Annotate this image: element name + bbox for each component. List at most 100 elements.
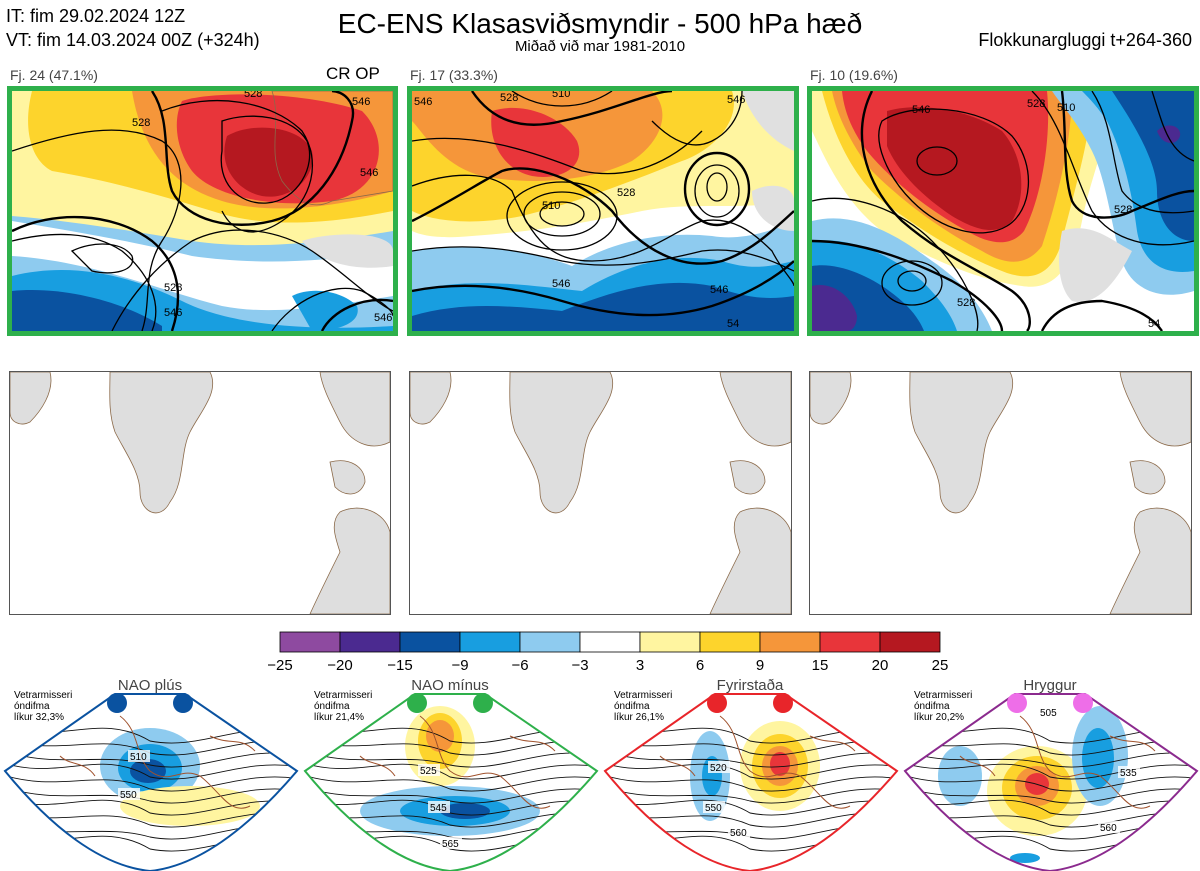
contour-label: 54 [1148, 318, 1160, 330]
regime-stats: Vetrarmisseri óndifma líkur 26,1% [614, 690, 672, 723]
cluster-1-badge: CR OP [326, 64, 380, 83]
colorbar-swatch [819, 631, 881, 653]
contour-label: 546 [360, 167, 378, 179]
contour-label: 546 [912, 104, 930, 116]
regime-stats-line: óndifma [914, 701, 950, 712]
colorbar-tick: 9 [756, 657, 764, 674]
regime-stats-line: óndifma [314, 701, 350, 712]
cluster-3-map[interactable]: 546 528 510 528 528 54 [807, 86, 1199, 336]
contour-label: 510 [1057, 102, 1075, 114]
regime-dot [1007, 693, 1027, 713]
page-subtitle: Miðað við mar 1981-2010 [514, 38, 686, 55]
colorbar-tick: 6 [696, 657, 704, 674]
regime-contour-label: 505 [1040, 708, 1057, 719]
contour-label: 528 [500, 92, 518, 104]
colorbar-tick: −20 [327, 657, 352, 674]
colorbar-swatch [459, 631, 521, 653]
contour-label: 528 [1114, 204, 1132, 216]
contour-label: 528 [617, 187, 635, 199]
colorbar: −25 −20 −15 −9 −6 −3 3 6 9 15 20 25 [267, 631, 949, 674]
contour-label: 546 [710, 284, 728, 296]
valid-time: VT: fim 14.03.2024 00Z (+324h) [6, 30, 260, 50]
regime-stats-line: óndifma [14, 701, 50, 712]
regime-dot [107, 693, 127, 713]
regime-stats-line: líkur 32,3% [14, 712, 65, 723]
colorbar-swatch [399, 631, 461, 653]
regime-contour-label: 535 [1120, 768, 1137, 779]
regime-map: 510 550 [3, 693, 299, 871]
regime-contour-label: 560 [1100, 823, 1117, 834]
cluster-2-map[interactable]: 546 528 510 546 528 510 546 546 54 [407, 86, 799, 336]
regime-stats-line: Vetrarmisseri [314, 690, 373, 701]
colorbar-swatch [759, 631, 821, 653]
colorbar-tick: 3 [636, 657, 644, 674]
blank-map-3 [809, 371, 1192, 615]
contour-label: 546 [414, 96, 432, 108]
contour-label: 546 [552, 278, 570, 290]
regime-dot [707, 693, 727, 713]
regime-contour-label: 525 [420, 766, 437, 777]
colorbar-tick: −3 [571, 657, 588, 674]
cluster-1-map[interactable]: 528 546 528 546 528 546 546 [7, 86, 398, 336]
contour-label: 546 [352, 96, 370, 108]
contour-label: 546 [164, 307, 182, 319]
blank-map-1 [9, 371, 391, 615]
initial-time: IT: fim 29.02.2024 12Z [6, 6, 186, 26]
regime-map: 525 545 565 [303, 693, 599, 871]
regime-stats: Vetrarmisseri óndifma líkur 32,3% [14, 690, 72, 723]
blank-map-2 [409, 371, 792, 615]
colorbar-swatch [699, 631, 761, 653]
regime-stats-line: Vetrarmisseri [614, 690, 673, 701]
colorbar-swatch [519, 631, 581, 653]
regime-contour-label: 550 [705, 803, 722, 814]
contour-label: 528 [957, 297, 975, 309]
colorbar-swatch [339, 631, 401, 653]
contour-label: 510 [542, 200, 560, 212]
regime-contour-label: 520 [710, 763, 727, 774]
regime-title: Fyrirstaða [716, 677, 784, 694]
regime-contour-label: 550 [120, 790, 137, 801]
colorbar-tick: −25 [267, 657, 292, 674]
colorbar-tick: 20 [872, 657, 889, 674]
regime-contour-label: 560 [730, 828, 747, 839]
colorbar-swatch [279, 631, 341, 653]
contour-label: 528 [244, 91, 262, 100]
cluster-3-label: Fj. 10 (19.6%) [810, 67, 898, 83]
regime-contour-label: 565 [442, 839, 459, 850]
regime-dot [773, 693, 793, 713]
colorbar-swatch [579, 631, 641, 653]
regime-stats-line: líkur 26,1% [614, 712, 665, 723]
cluster-2-label: Fj. 17 (33.3%) [410, 67, 498, 83]
contour-label: 54 [727, 318, 739, 330]
page-title: EC-ENS Klasasviðsmyndir - 500 hPa hæð [337, 8, 863, 39]
contour-label: 546 [727, 94, 745, 106]
regime-stats-line: óndifma [614, 701, 650, 712]
contour-label: 528 [132, 117, 150, 129]
colorbar-swatch [879, 631, 941, 653]
colorbar-tick: 25 [932, 657, 949, 674]
colorbar-swatch [639, 631, 701, 653]
regime-stats-line: líkur 21,4% [314, 712, 365, 723]
regime-dot [1073, 693, 1093, 713]
regime-dot [407, 693, 427, 713]
regime-dot [173, 693, 193, 713]
regime-map: 505 535 560 [903, 693, 1199, 871]
regime-map: 520 550 560 [603, 693, 899, 871]
contour-label: 510 [552, 91, 570, 100]
regime-stats: Vetrarmisseri óndifma líkur 21,4% [314, 690, 372, 723]
contour-label: 546 [374, 312, 392, 324]
regime-contour-label: 545 [430, 803, 447, 814]
contour-label: 528 [1027, 98, 1045, 110]
regime-dot [473, 693, 493, 713]
colorbar-tick: 15 [812, 657, 829, 674]
contour-label: 528 [164, 282, 182, 294]
colorbar-tick: −9 [451, 657, 468, 674]
classification-window: Flokkunargluggi t+264-360 [978, 30, 1192, 50]
regime-contour-label: 510 [130, 752, 147, 763]
colorbar-tick: −15 [387, 657, 412, 674]
regime-title: NAO plús [117, 677, 183, 694]
regime-stats-line: Vetrarmisseri [14, 690, 73, 701]
regime-title: Hryggur [1023, 677, 1077, 694]
regime-title: NAO mínus [411, 677, 489, 694]
cluster-1-label: Fj. 24 (47.1%) [10, 67, 98, 83]
